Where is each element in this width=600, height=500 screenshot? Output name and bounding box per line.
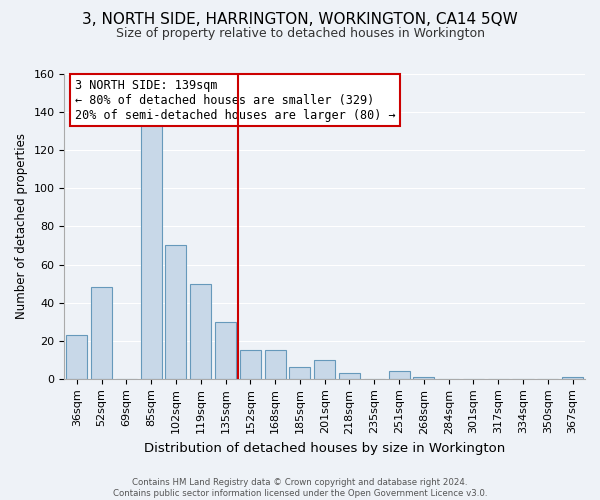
Bar: [289, 368, 310, 379]
Bar: [314, 360, 335, 379]
Bar: [339, 373, 360, 379]
Bar: [562, 377, 583, 379]
Bar: [389, 371, 410, 379]
Bar: [265, 350, 286, 379]
Y-axis label: Number of detached properties: Number of detached properties: [15, 134, 28, 320]
Bar: [166, 246, 187, 379]
Text: Contains HM Land Registry data © Crown copyright and database right 2024.
Contai: Contains HM Land Registry data © Crown c…: [113, 478, 487, 498]
Text: 3, NORTH SIDE, HARRINGTON, WORKINGTON, CA14 5QW: 3, NORTH SIDE, HARRINGTON, WORKINGTON, C…: [82, 12, 518, 28]
Text: Size of property relative to detached houses in Workington: Size of property relative to detached ho…: [115, 28, 485, 40]
Bar: [190, 284, 211, 379]
Text: 3 NORTH SIDE: 139sqm
← 80% of detached houses are smaller (329)
20% of semi-deta: 3 NORTH SIDE: 139sqm ← 80% of detached h…: [75, 78, 395, 122]
Bar: [66, 335, 88, 379]
Bar: [140, 126, 162, 379]
Bar: [413, 377, 434, 379]
Bar: [91, 288, 112, 379]
Bar: [215, 322, 236, 379]
Bar: [240, 350, 261, 379]
X-axis label: Distribution of detached houses by size in Workington: Distribution of detached houses by size …: [144, 442, 505, 455]
